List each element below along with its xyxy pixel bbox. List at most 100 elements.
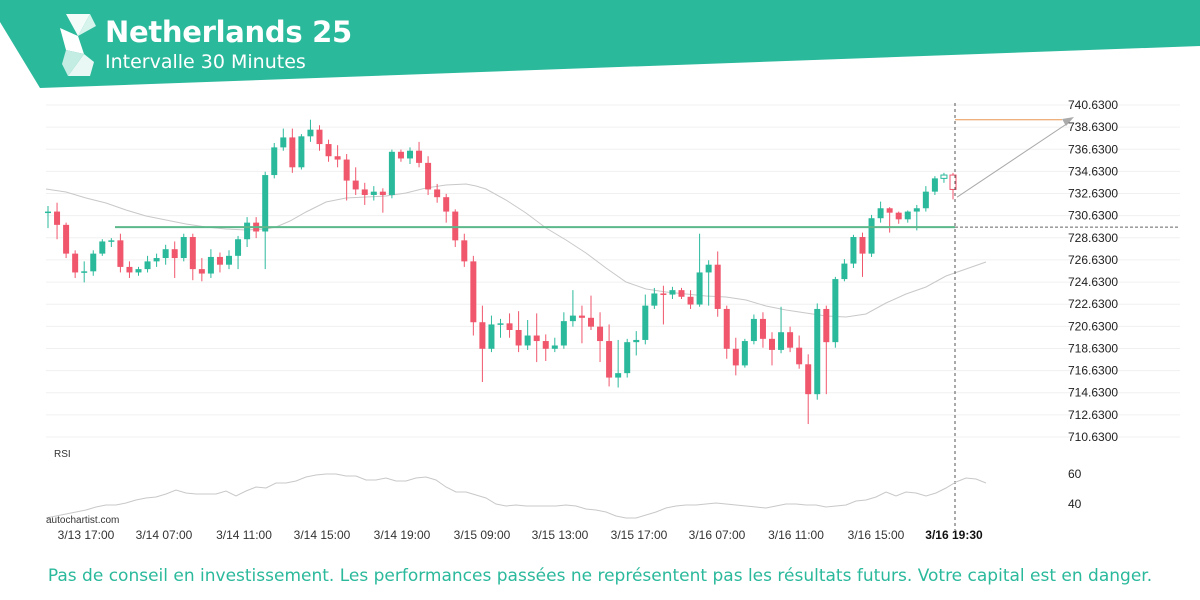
y-tick-label: 732.6300 xyxy=(1068,187,1118,201)
candle-body xyxy=(949,174,957,190)
y-tick-label: 720.6300 xyxy=(1068,319,1118,333)
candle-body xyxy=(171,249,178,259)
candle-body xyxy=(334,156,341,160)
candle-body xyxy=(298,136,305,168)
y-axis: 740.6300 738.6300 736.6300 734.6300 732.6300… xyxy=(1068,98,1118,444)
candle-body xyxy=(45,211,51,214)
y-tick-label: 718.6300 xyxy=(1068,341,1118,355)
candle-body xyxy=(226,255,232,265)
candle-body xyxy=(388,151,395,195)
candle-body xyxy=(633,339,640,343)
header-band-shape xyxy=(0,0,1200,88)
candle-body xyxy=(669,290,676,295)
candle-body xyxy=(624,342,631,374)
candle-body xyxy=(443,197,450,212)
candle-body xyxy=(524,335,531,346)
candle-body xyxy=(814,308,821,395)
y-tick-label: 730.6300 xyxy=(1068,209,1118,223)
page-title: Netherlands 25 xyxy=(105,15,352,49)
x-tick-label: 3/13 17:00 xyxy=(58,528,115,542)
candle-body xyxy=(361,189,368,195)
chart-grid xyxy=(46,104,1180,438)
candle-body xyxy=(307,129,314,137)
page-subtitle: Intervalle 30 Minutes xyxy=(105,51,306,73)
candle-body xyxy=(778,332,785,350)
y-tick-label: 734.6300 xyxy=(1068,164,1118,178)
candle-body xyxy=(823,308,830,343)
y-tick-label: 738.6300 xyxy=(1068,120,1118,134)
candle-body xyxy=(343,159,350,181)
candle-body xyxy=(244,222,251,240)
candle-body xyxy=(407,150,413,159)
rsi-tick-label: 40 xyxy=(1068,497,1082,511)
candle-body xyxy=(886,208,893,213)
candle-body xyxy=(578,315,585,318)
rsi-tick-label: 60 xyxy=(1068,467,1082,481)
rsi-line xyxy=(45,473,987,519)
y-tick-label: 710.6300 xyxy=(1068,430,1118,444)
x-tick-label: 3/15 17:00 xyxy=(611,528,668,542)
candle-body xyxy=(542,341,549,349)
candle-body xyxy=(787,332,794,348)
candle-body xyxy=(515,329,522,346)
candle-body xyxy=(841,263,848,280)
x-tick-label: 3/15 09:00 xyxy=(454,528,511,542)
candle-body xyxy=(588,317,594,327)
candle-body xyxy=(497,323,504,325)
x-tick-label: 3/16 19:30 xyxy=(925,528,983,542)
candle-body xyxy=(144,261,151,270)
candle-body xyxy=(723,308,730,349)
candle-body xyxy=(533,335,540,342)
candle-body xyxy=(642,305,649,340)
forecast-arrow-head xyxy=(1062,117,1074,126)
y-tick-label: 726.6300 xyxy=(1068,253,1118,267)
moving-average-layer xyxy=(45,183,987,318)
candle-body xyxy=(940,174,948,179)
candle-body xyxy=(805,364,812,395)
candle-body xyxy=(198,269,205,274)
rsi-label: RSI xyxy=(54,449,71,460)
x-tick-label: 3/16 07:00 xyxy=(689,528,746,542)
candle-body xyxy=(180,237,187,259)
x-tick-label: 3/14 19:00 xyxy=(374,528,431,542)
candle-body xyxy=(551,345,558,349)
candle-body xyxy=(461,240,468,262)
candle-body xyxy=(569,315,576,322)
x-axis: 3/13 17:00 3/14 07:00 3/14 11:00 3/14 15:00… xyxy=(58,528,983,542)
y-tick-label: 728.6300 xyxy=(1068,231,1118,245)
candle-body xyxy=(316,129,323,145)
x-tick-label: 3/14 11:00 xyxy=(216,528,272,542)
y-tick-label: 712.6300 xyxy=(1068,408,1118,422)
candle-body xyxy=(54,211,61,225)
autochartist-logo-icon xyxy=(60,14,96,76)
candle-body xyxy=(895,212,902,220)
candle-body xyxy=(189,237,196,270)
candle-body xyxy=(162,249,169,259)
candle-body xyxy=(850,237,857,264)
brand-label: autochartist.com xyxy=(46,515,120,526)
candle-body xyxy=(506,323,513,330)
candle-body xyxy=(750,318,757,342)
candle-body xyxy=(379,191,386,195)
candle-body xyxy=(488,324,495,349)
candle-body xyxy=(832,279,839,343)
candle-body xyxy=(397,151,404,159)
candle-body xyxy=(597,326,604,342)
y-tick-label: 724.6300 xyxy=(1068,275,1118,289)
x-tick-label: 3/14 15:00 xyxy=(294,528,351,542)
candle-body xyxy=(235,239,242,256)
candle-body xyxy=(90,253,97,272)
candle-body xyxy=(696,272,703,305)
candle-body xyxy=(741,341,748,366)
candle-body xyxy=(687,296,694,305)
candle-body xyxy=(153,258,160,262)
price-chart: 740.6300 738.6300 736.6300 734.6300 732.6300… xyxy=(45,98,1180,542)
candle-body xyxy=(117,240,124,267)
forecast-arrow xyxy=(956,122,1069,198)
candle-body xyxy=(931,178,938,192)
candle-body xyxy=(868,218,875,254)
candle-body xyxy=(271,147,278,176)
moving-average-line xyxy=(45,183,987,318)
candle-body xyxy=(470,261,477,323)
candle-body xyxy=(796,347,803,365)
